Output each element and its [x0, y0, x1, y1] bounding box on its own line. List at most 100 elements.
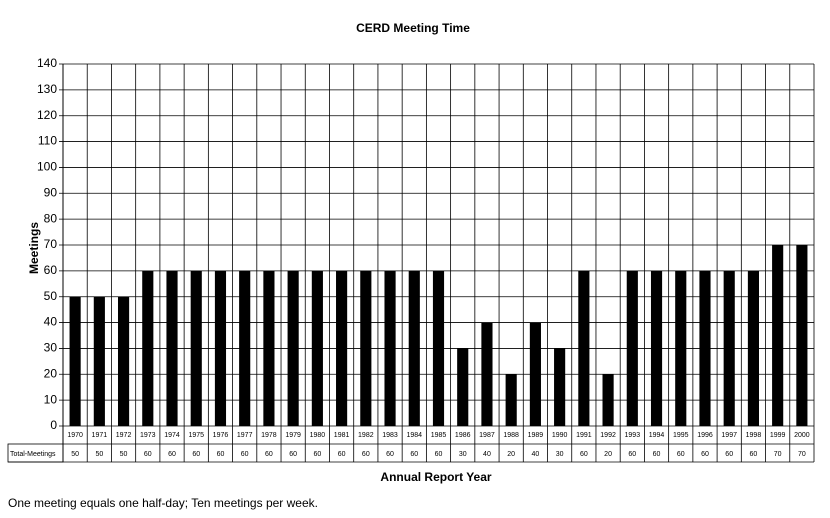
x-tick-label: 1989	[528, 432, 544, 439]
x-tick-label: 1971	[92, 432, 108, 439]
x-tick-label: 1998	[746, 432, 762, 439]
table-value: 20	[604, 451, 612, 458]
y-axis-title: Meetings	[27, 222, 41, 274]
x-tick-label: 1976	[213, 432, 229, 439]
bar	[796, 245, 808, 426]
bar	[675, 270, 687, 426]
table-value: 60	[580, 451, 588, 458]
x-tick-label: 1972	[116, 432, 132, 439]
bar	[142, 270, 154, 426]
table-value: 40	[532, 451, 540, 458]
bar	[239, 270, 251, 426]
table-value: 60	[217, 451, 225, 458]
table-value: 60	[265, 451, 273, 458]
bar	[505, 374, 517, 426]
y-tick-label: 10	[44, 392, 58, 406]
y-tick-label: 80	[44, 211, 58, 225]
bar	[747, 270, 760, 426]
y-tick-label: 100	[37, 160, 57, 174]
bar	[166, 270, 178, 426]
x-tick-label: 1982	[358, 432, 374, 439]
bar	[602, 374, 614, 426]
table-value: 60	[750, 451, 758, 458]
table-row-label: Total-Meetings	[10, 451, 56, 458]
table-value: 60	[677, 451, 685, 458]
x-tick-label: 1986	[455, 432, 471, 439]
table-value: 60	[628, 451, 636, 458]
bar	[384, 270, 396, 426]
y-tick-label: 90	[44, 185, 58, 199]
x-tick-label: 1975	[188, 432, 204, 439]
x-tick-label: 1997	[721, 432, 737, 439]
table-value: 60	[410, 451, 418, 458]
bar	[263, 270, 275, 426]
x-tick-label: 1995	[673, 432, 689, 439]
x-tick-label: 1985	[431, 432, 447, 439]
y-tick-label: 0	[50, 418, 57, 432]
bar	[578, 270, 590, 426]
y-tick-label: 120	[37, 108, 57, 122]
x-tick-label: 1992	[600, 432, 616, 439]
table-value: 60	[241, 451, 249, 458]
x-axis-title: Annual Report Year	[380, 470, 491, 484]
y-tick-label: 50	[44, 289, 58, 303]
x-tick-label: 2000	[794, 432, 810, 439]
bar	[626, 270, 638, 426]
x-tick-label: 1979	[285, 432, 301, 439]
table-value: 60	[144, 451, 152, 458]
x-tick-label: 1977	[237, 432, 253, 439]
x-tick-label: 1999	[770, 432, 786, 439]
x-tick-label: 1983	[382, 432, 398, 439]
bar	[650, 270, 663, 426]
table-value: 20	[507, 451, 515, 458]
x-tick-label: 1988	[503, 432, 519, 439]
table-value: 60	[289, 451, 297, 458]
y-tick-label: 140	[37, 56, 57, 70]
bar	[214, 270, 227, 426]
bar	[772, 245, 784, 426]
y-tick-label: 60	[44, 263, 58, 277]
table-value: 40	[483, 451, 491, 458]
x-tick-label: 1984	[406, 432, 422, 439]
table-value: 60	[701, 451, 709, 458]
table-value: 60	[386, 451, 394, 458]
table-value: 50	[71, 451, 79, 458]
bar	[190, 270, 202, 426]
y-tick-label: 40	[44, 315, 58, 329]
x-tick-label: 1987	[479, 432, 495, 439]
bar	[69, 296, 81, 426]
x-tick-label: 1978	[261, 432, 277, 439]
table-value: 60	[435, 451, 443, 458]
footnote: One meeting equals one half-day; Ten mee…	[8, 496, 318, 510]
x-tick-label: 1991	[576, 432, 592, 439]
table-value: 70	[774, 451, 782, 458]
x-tick-label: 1994	[649, 432, 665, 439]
bar	[311, 270, 323, 426]
table-value: 60	[362, 451, 370, 458]
table-value: 60	[653, 451, 661, 458]
y-tick-label: 30	[44, 341, 58, 355]
table-value: 60	[192, 451, 200, 458]
bar	[529, 322, 541, 426]
y-tick-label: 70	[44, 237, 58, 251]
bar	[457, 348, 469, 426]
table-value: 50	[120, 451, 128, 458]
bar	[287, 270, 299, 426]
x-tick-label: 1981	[334, 432, 350, 439]
bar	[360, 270, 372, 426]
bar	[432, 270, 445, 426]
x-tick-label: 1990	[552, 432, 568, 439]
chart-title: CERD Meeting Time	[356, 21, 470, 35]
table-value: 60	[338, 451, 346, 458]
x-tick-label: 1996	[697, 432, 713, 439]
x-tick-label: 1974	[164, 432, 180, 439]
bar	[336, 270, 348, 426]
bar	[554, 348, 566, 426]
table-value: 30	[459, 451, 467, 458]
table-value: 70	[798, 451, 806, 458]
table-value: 60	[168, 451, 176, 458]
table-value: 50	[95, 451, 103, 458]
bar	[481, 322, 493, 426]
y-tick-label: 130	[37, 82, 57, 96]
